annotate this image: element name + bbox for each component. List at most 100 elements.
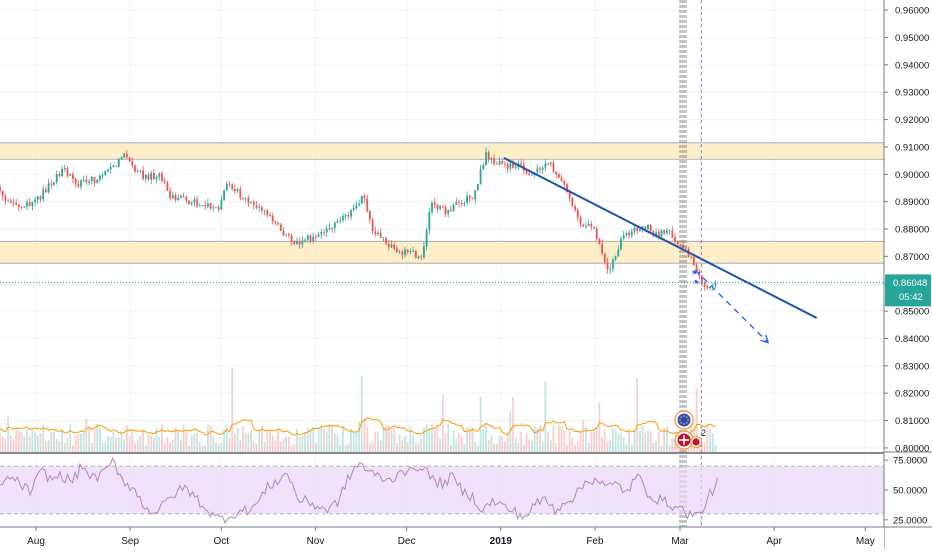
candle-body	[117, 159, 120, 167]
volume-bar	[301, 435, 304, 452]
volume-bar	[174, 426, 177, 452]
candle-body	[34, 199, 36, 202]
candles	[0, 147, 717, 291]
candle-body	[180, 195, 182, 198]
volume-bar	[714, 444, 717, 452]
volume-bar	[633, 429, 636, 452]
volume-bar	[504, 441, 506, 452]
volume-bar	[369, 443, 371, 452]
candle-body	[506, 164, 509, 169]
zone-band	[0, 142, 884, 160]
candle-body	[250, 201, 252, 204]
candle-body	[539, 168, 541, 170]
volume-bar	[674, 439, 676, 452]
price-tick-label: 0.87000	[895, 252, 929, 263]
candle-body	[15, 202, 18, 205]
volume-bar	[393, 428, 396, 452]
zone-band	[0, 241, 884, 264]
volume-bar	[647, 430, 649, 452]
candle-body	[74, 178, 77, 184]
candle-body	[679, 244, 682, 245]
candle-body	[520, 163, 522, 165]
candle-body	[382, 237, 385, 239]
volume-bar	[244, 432, 247, 452]
candle-body	[4, 196, 7, 201]
candle-body	[99, 175, 101, 180]
candle-body	[393, 244, 396, 249]
eu-star	[683, 423, 685, 425]
volume-bar	[649, 431, 652, 452]
candle-body	[50, 183, 53, 185]
volume-bar	[158, 436, 161, 452]
candle-body	[455, 202, 458, 205]
candle-body	[290, 235, 293, 242]
event-count-label: 2	[701, 428, 706, 438]
candle-body	[228, 183, 231, 185]
candle-body	[1, 191, 4, 197]
volume-bar	[641, 425, 644, 452]
candle-body	[595, 228, 598, 240]
volume-bar	[182, 424, 185, 452]
volume-bar	[444, 434, 447, 452]
volume-bar	[166, 437, 169, 452]
candle-body	[690, 257, 693, 258]
candle-body	[72, 174, 74, 179]
volume-bar	[339, 444, 342, 452]
price-tick-label: 0.83000	[895, 361, 929, 372]
volume-bar	[128, 436, 131, 452]
volume-bar	[342, 425, 344, 452]
candle-body	[255, 205, 258, 208]
volume-bar	[536, 427, 539, 452]
volume-bar	[112, 432, 115, 452]
rsi-band	[0, 466, 884, 514]
volume-bar	[576, 440, 579, 452]
volume-bar	[363, 417, 366, 452]
candle-body	[471, 198, 474, 200]
candle-body	[414, 251, 417, 259]
volume-bar	[36, 435, 39, 452]
candle-body	[460, 202, 463, 204]
candle-body	[385, 237, 387, 244]
candle-body	[379, 232, 382, 238]
candle-body	[239, 189, 242, 198]
candle-body	[409, 251, 412, 253]
volume-bar	[228, 437, 231, 452]
candle-body	[490, 158, 493, 160]
volume-bar	[155, 427, 158, 452]
candle-body	[468, 195, 471, 199]
volume-bar	[566, 445, 568, 452]
candle-body	[598, 239, 601, 244]
volume-bar	[42, 425, 45, 452]
volume-bar	[366, 426, 369, 452]
price-tick-label: 0.84000	[895, 334, 929, 345]
candle-body	[509, 163, 512, 169]
candle-body	[549, 162, 552, 164]
candle-body	[306, 235, 309, 240]
candle-body	[663, 230, 666, 234]
volume-bar	[711, 433, 714, 452]
volume-bar	[487, 439, 490, 452]
candle-body	[258, 207, 261, 209]
time-tick-label: Mar	[671, 536, 689, 547]
volume-bar	[360, 375, 363, 452]
time-tick-label: Aug	[27, 536, 45, 547]
volume-bar	[123, 439, 126, 452]
volume-bar	[666, 426, 668, 452]
volume-bar	[671, 438, 674, 452]
volume-bar	[452, 429, 455, 452]
volume-bar	[236, 427, 239, 452]
volume-bar	[474, 441, 477, 452]
price-tick-label: 0.93000	[895, 88, 929, 99]
candle-body	[109, 167, 112, 170]
time-tick-label: Sep	[121, 536, 139, 547]
volume-bar	[663, 427, 666, 452]
volume-bar	[80, 433, 82, 452]
volume-bar	[606, 440, 609, 452]
volume-bar	[45, 440, 47, 452]
candle-body	[144, 174, 147, 179]
volume-bar	[212, 436, 215, 452]
candle-body	[277, 222, 279, 225]
time-tick-label: Feb	[586, 536, 604, 547]
time-tick-label: Dec	[398, 536, 416, 547]
candle-body	[136, 171, 139, 173]
